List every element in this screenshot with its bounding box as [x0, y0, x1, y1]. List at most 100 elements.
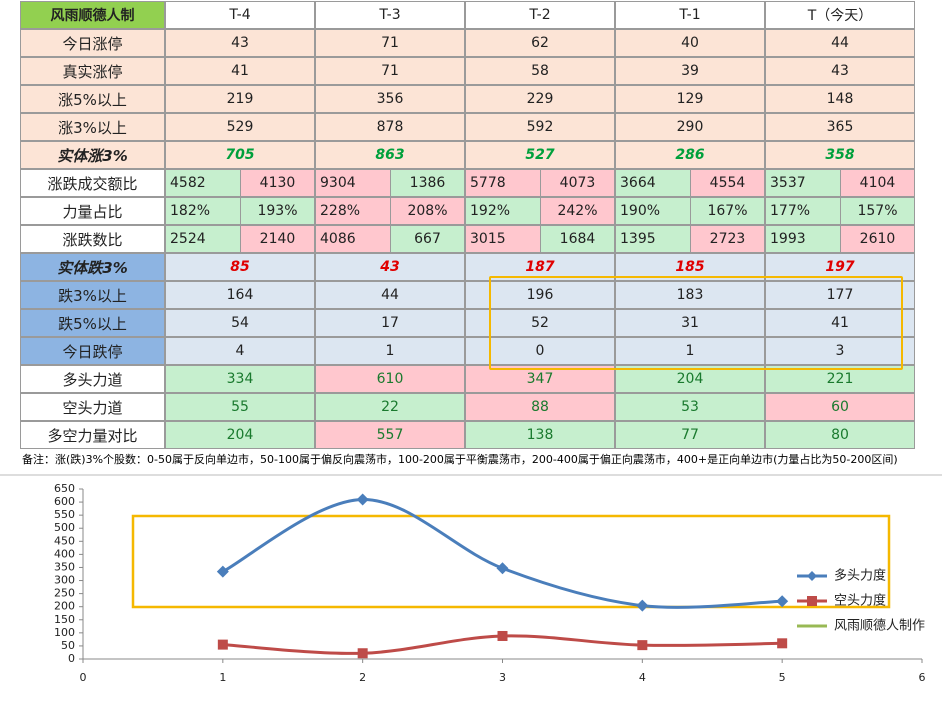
pair-cell: 190% 167% [615, 197, 765, 225]
row-label: 实体跌3% [20, 253, 165, 281]
marker [637, 640, 648, 651]
value-cell: 219 [165, 85, 315, 113]
marker [496, 562, 509, 575]
y-tick-label: 350 [54, 560, 75, 573]
pair-value: 2723 [690, 226, 764, 252]
pair-value: 242% [540, 198, 614, 224]
row-label: 涨3%以上 [20, 113, 165, 141]
value-cell: 183 [615, 281, 765, 309]
value-cell: 290 [615, 113, 765, 141]
pair-value: 2140 [240, 226, 314, 252]
value-cell: 60 [765, 393, 915, 421]
row-label: 今日涨停 [20, 29, 165, 57]
pair-value: 4086 [316, 226, 390, 252]
value-cell: 71 [315, 29, 465, 57]
legend-label: 风雨顺德人制作 [834, 619, 925, 634]
row-label: 真实涨停 [20, 57, 165, 85]
pair-value: 1993 [766, 226, 840, 252]
x-tick-label: 2 [359, 671, 366, 684]
x-tick-label: 0 [80, 671, 87, 684]
y-tick-label: 550 [54, 508, 75, 521]
pair-cell: 177% 157% [765, 197, 915, 225]
legend-label: 多头力度 [834, 568, 886, 584]
value-cell: 705 [165, 141, 315, 169]
pair-cell: 228% 208% [315, 197, 465, 225]
value-cell: 88 [465, 393, 615, 421]
row-label: 空头力道 [20, 393, 165, 421]
pair-value: 193% [240, 198, 314, 224]
value-cell: 863 [315, 141, 465, 169]
value-cell: 334 [165, 365, 315, 393]
value-cell: 53 [615, 393, 765, 421]
header-cell: T-4 [165, 1, 315, 29]
value-cell: 43 [765, 57, 915, 85]
pair-value: 4582 [166, 170, 240, 196]
y-tick-label: 600 [54, 495, 75, 508]
y-tick-label: 450 [54, 534, 75, 547]
row-label: 力量占比 [20, 197, 165, 225]
highlight-box [489, 276, 903, 370]
chart: 0501001502002503003504004505005506006500… [0, 474, 942, 684]
legend-marker [807, 596, 817, 606]
pair-value: 182% [166, 198, 240, 224]
value-cell: 356 [315, 85, 465, 113]
pair-value: 208% [390, 198, 464, 224]
row-label: 多空力量对比 [20, 421, 165, 449]
pair-value: 1395 [616, 226, 690, 252]
value-cell: 365 [765, 113, 915, 141]
pair-value: 2524 [166, 226, 240, 252]
pair-cell: 4086 667 [315, 225, 465, 253]
x-tick-label: 6 [919, 671, 926, 684]
pair-cell: 9304 1386 [315, 169, 465, 197]
pair-value: 4130 [240, 170, 314, 196]
pair-value: 1684 [540, 226, 614, 252]
value-cell: 17 [315, 309, 465, 337]
legend-marker [807, 571, 817, 581]
value-cell: 85 [165, 253, 315, 281]
value-cell: 878 [315, 113, 465, 141]
pair-cell: 4582 4130 [165, 169, 315, 197]
header-cell: T-2 [465, 1, 615, 29]
x-tick-label: 5 [779, 671, 786, 684]
pair-cell: 5778 4073 [465, 169, 615, 197]
value-cell: 43 [165, 29, 315, 57]
value-cell: 3 [765, 337, 915, 365]
pair-value: 167% [690, 198, 764, 224]
marker [776, 595, 789, 608]
y-tick-label: 250 [54, 587, 75, 600]
pair-cell: 3015 1684 [465, 225, 615, 253]
pair-cell: 3664 4554 [615, 169, 765, 197]
pair-value: 2610 [840, 226, 914, 252]
row-label: 涨跌数比 [20, 225, 165, 253]
pair-value: 3664 [616, 170, 690, 196]
value-cell: 40 [615, 29, 765, 57]
value-cell: 1 [315, 337, 465, 365]
value-cell: 54 [165, 309, 315, 337]
header-cell: 风雨顺德人制 [20, 1, 165, 29]
row-label: 实体涨3% [20, 141, 165, 169]
value-cell: 527 [465, 141, 615, 169]
value-cell: 39 [615, 57, 765, 85]
note: 备注：涨(跌)3%个股数：0-50属于反向单边市，50-100属于偏反向震荡市，… [22, 453, 898, 466]
value-cell: 129 [615, 85, 765, 113]
value-cell: 529 [165, 113, 315, 141]
pair-value: 5778 [466, 170, 540, 196]
header-cell: T-1 [615, 1, 765, 29]
pair-value: 667 [390, 226, 464, 252]
row-label: 跌3%以上 [20, 281, 165, 309]
pair-value: 228% [316, 198, 390, 224]
value-cell: 58 [465, 57, 615, 85]
value-cell: 610 [315, 365, 465, 393]
y-tick-label: 400 [54, 547, 75, 560]
value-cell: 44 [315, 281, 465, 309]
marker [216, 565, 229, 578]
row-label: 涨5%以上 [20, 85, 165, 113]
pair-cell: 2524 2140 [165, 225, 315, 253]
marker [777, 638, 788, 649]
pair-cell: 192% 242% [465, 197, 615, 225]
value-cell: 557 [315, 421, 465, 449]
pair-value: 4073 [540, 170, 614, 196]
value-cell: 229 [465, 85, 615, 113]
y-tick-label: 500 [54, 521, 75, 534]
y-tick-label: 100 [54, 626, 75, 639]
